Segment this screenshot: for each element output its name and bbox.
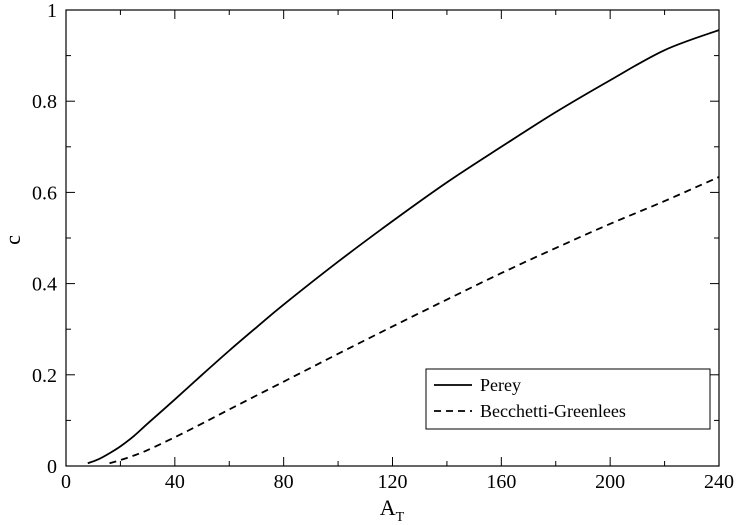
x-tick-label: 200: [595, 471, 625, 493]
y-tick-label: 1: [47, 0, 57, 22]
x-tick-label: 40: [165, 471, 185, 493]
x-tick-label: 120: [378, 471, 408, 493]
legend-label-becchetti-greenlees: Becchetti-Greenlees: [480, 401, 626, 421]
legend-label-perey: Perey: [480, 375, 521, 395]
y-tick-label: 0.6: [32, 182, 57, 204]
series-line-perey: [87, 29, 720, 465]
series-layer: [87, 29, 720, 465]
y-tick-label: 0.8: [32, 91, 57, 113]
legend: Perey Becchetti-Greenlees: [425, 368, 711, 430]
y-tick-label: 0.2: [32, 365, 57, 387]
y-tick-label: 0.4: [32, 274, 57, 296]
x-tick-label: 0: [61, 471, 71, 493]
x-axis-title-main: A: [380, 495, 396, 520]
x-tick-label: 240: [704, 471, 734, 493]
axis-ticks: 0 40 80 120 160 200 240 0 0.2 0.4 0.6 0.8 1: [32, 0, 734, 493]
x-axis-title-subscript: T: [396, 510, 405, 525]
legend-box: [425, 368, 711, 430]
y-tick-label: 0: [47, 456, 57, 478]
x-tick-label: 160: [486, 471, 516, 493]
x-tick-label: 80: [274, 471, 294, 493]
y-axis-title: c: [0, 235, 25, 245]
x-axis-title: AT: [380, 495, 405, 525]
